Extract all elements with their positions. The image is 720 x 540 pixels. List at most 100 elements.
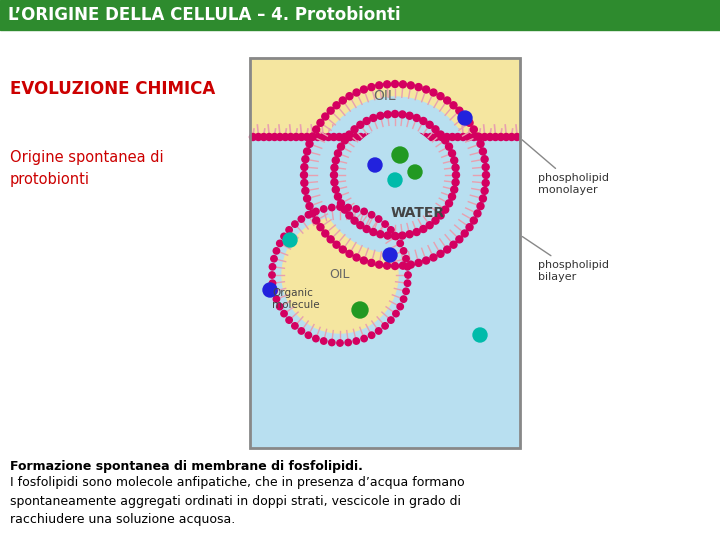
- Circle shape: [266, 133, 273, 140]
- Circle shape: [269, 264, 276, 270]
- Circle shape: [395, 133, 402, 140]
- Text: Formazione spontanea di membrane di fosfolipidi.: Formazione spontanea di membrane di fosf…: [10, 460, 363, 473]
- Circle shape: [303, 133, 310, 140]
- Circle shape: [304, 148, 310, 155]
- Circle shape: [377, 112, 384, 119]
- Circle shape: [492, 133, 499, 140]
- Circle shape: [423, 257, 430, 264]
- Circle shape: [422, 133, 429, 140]
- Circle shape: [383, 248, 397, 262]
- Circle shape: [498, 133, 504, 140]
- Circle shape: [341, 206, 348, 213]
- Circle shape: [482, 164, 489, 171]
- Circle shape: [408, 261, 414, 268]
- Circle shape: [337, 340, 343, 346]
- Circle shape: [473, 328, 487, 342]
- Circle shape: [392, 147, 408, 163]
- Circle shape: [437, 212, 444, 219]
- Text: WATER: WATER: [390, 206, 444, 220]
- Circle shape: [444, 97, 451, 104]
- Circle shape: [451, 186, 458, 193]
- Circle shape: [301, 179, 308, 186]
- Circle shape: [465, 133, 472, 140]
- Circle shape: [286, 227, 292, 233]
- Circle shape: [456, 107, 463, 114]
- Circle shape: [271, 288, 277, 294]
- Circle shape: [320, 206, 327, 212]
- Circle shape: [382, 323, 388, 329]
- Circle shape: [503, 133, 510, 140]
- Circle shape: [312, 335, 319, 342]
- Circle shape: [314, 133, 321, 140]
- Circle shape: [368, 158, 382, 172]
- Circle shape: [452, 172, 459, 179]
- Bar: [250, 58, 520, 133]
- Circle shape: [481, 133, 488, 140]
- Circle shape: [353, 206, 359, 212]
- Circle shape: [346, 131, 353, 138]
- Circle shape: [353, 89, 360, 96]
- Circle shape: [393, 233, 399, 240]
- Circle shape: [477, 202, 484, 210]
- Circle shape: [481, 187, 488, 194]
- Circle shape: [375, 328, 382, 334]
- Text: OIL: OIL: [374, 89, 396, 103]
- Circle shape: [470, 217, 477, 224]
- Circle shape: [402, 255, 409, 262]
- Circle shape: [363, 226, 370, 233]
- Circle shape: [306, 202, 313, 210]
- Circle shape: [357, 122, 364, 129]
- Circle shape: [411, 133, 418, 140]
- Circle shape: [452, 164, 459, 171]
- Circle shape: [305, 212, 312, 218]
- Circle shape: [273, 296, 279, 302]
- Circle shape: [309, 210, 316, 217]
- Circle shape: [327, 107, 334, 114]
- Circle shape: [392, 111, 398, 118]
- Circle shape: [269, 272, 275, 278]
- Circle shape: [369, 332, 375, 339]
- Circle shape: [462, 113, 468, 120]
- Bar: [0, 0, 720, 30]
- Circle shape: [330, 172, 338, 179]
- Circle shape: [449, 150, 456, 157]
- Circle shape: [306, 140, 313, 147]
- Circle shape: [413, 228, 420, 235]
- Circle shape: [474, 133, 481, 140]
- Circle shape: [397, 240, 403, 247]
- Circle shape: [406, 112, 413, 119]
- Circle shape: [286, 317, 292, 323]
- Circle shape: [388, 173, 402, 187]
- Circle shape: [309, 133, 316, 140]
- Circle shape: [450, 241, 457, 248]
- Circle shape: [408, 82, 414, 89]
- Circle shape: [345, 339, 351, 346]
- Circle shape: [513, 133, 521, 140]
- Text: I fosfolipidi sono molecole anfipatiche, che in presenza d’acqua formano
spontan: I fosfolipidi sono molecole anfipatiche,…: [10, 476, 464, 526]
- Circle shape: [466, 224, 473, 231]
- Circle shape: [458, 111, 472, 125]
- Circle shape: [339, 246, 346, 253]
- Circle shape: [393, 310, 399, 317]
- Circle shape: [304, 195, 310, 202]
- Circle shape: [449, 193, 456, 200]
- Circle shape: [338, 143, 344, 150]
- Circle shape: [477, 140, 484, 147]
- Circle shape: [474, 210, 481, 217]
- Circle shape: [390, 133, 397, 140]
- Circle shape: [322, 113, 329, 120]
- Circle shape: [332, 186, 339, 193]
- Circle shape: [255, 133, 262, 140]
- Circle shape: [332, 157, 339, 164]
- Circle shape: [426, 222, 433, 229]
- Circle shape: [405, 280, 410, 286]
- Circle shape: [287, 133, 294, 140]
- Circle shape: [427, 133, 434, 140]
- Circle shape: [451, 157, 458, 164]
- Circle shape: [309, 133, 316, 140]
- Circle shape: [437, 93, 444, 100]
- Circle shape: [470, 126, 477, 133]
- Circle shape: [292, 133, 300, 140]
- Circle shape: [369, 212, 375, 218]
- Circle shape: [459, 133, 467, 140]
